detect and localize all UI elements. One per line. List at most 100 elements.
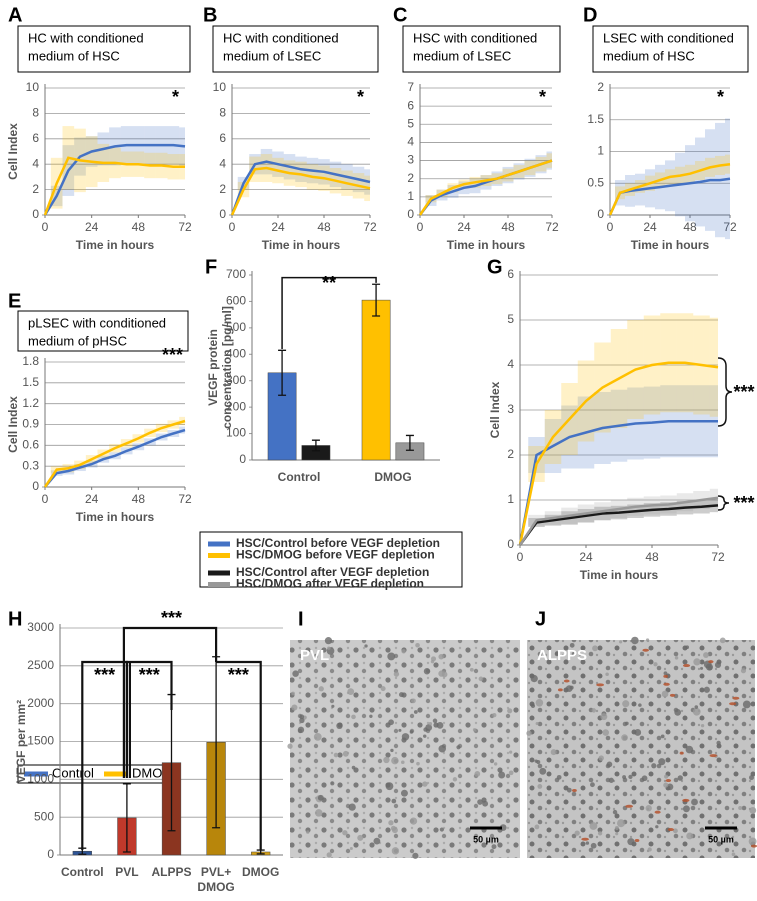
- y-tick-label: 0: [219, 207, 226, 221]
- series-line: [518, 496, 719, 546]
- cell: [569, 642, 575, 648]
- cell: [357, 834, 364, 841]
- cell: [605, 672, 609, 677]
- cell: [391, 798, 397, 804]
- cell: [749, 806, 757, 814]
- cell: [628, 774, 633, 779]
- scale-label: 50 µm: [473, 834, 499, 844]
- x-tick-label: DMOG: [374, 470, 411, 484]
- cell: [740, 668, 747, 674]
- annotation: ***: [139, 665, 160, 685]
- x-tick-label: Control: [61, 865, 104, 879]
- chart-title: LSEC with conditioned: [603, 30, 734, 45]
- cell: [299, 717, 305, 724]
- x-tick-label: 48: [645, 550, 659, 564]
- y-tick-label: 4: [32, 156, 39, 170]
- chart-title: medium of LSEC: [223, 48, 321, 63]
- cell: [653, 662, 658, 667]
- scale-label: 50 µm: [708, 834, 734, 844]
- chart-title: medium of pHSC: [28, 333, 127, 348]
- cell: [631, 636, 639, 645]
- x-tick-label: 0: [607, 220, 614, 234]
- y-tick-label: 0.6: [22, 438, 39, 452]
- cell: [430, 659, 435, 664]
- y-tick-label: 0: [32, 207, 39, 221]
- cell: [622, 700, 630, 708]
- cell: [539, 767, 547, 775]
- cell: [614, 826, 619, 831]
- y-tick-label: 6: [507, 267, 514, 281]
- cell: [438, 670, 445, 677]
- series-line: [230, 166, 371, 216]
- annotation: ***: [162, 345, 183, 365]
- cell: [617, 819, 625, 828]
- cell: [598, 755, 604, 761]
- chart-title: medium of HSC: [28, 48, 120, 63]
- cell: [534, 824, 540, 830]
- panel-letter: E: [8, 290, 21, 312]
- cell: [526, 730, 532, 736]
- stained-cell: [654, 810, 661, 814]
- series-line: [518, 504, 719, 546]
- cell: [625, 721, 629, 726]
- error-bar: [256, 849, 265, 855]
- cell: [507, 708, 513, 714]
- cell: [714, 661, 722, 669]
- y-tick-label: 0.3: [22, 458, 39, 472]
- x-axis-label: Time in hours: [262, 238, 341, 252]
- annotation: *: [539, 87, 546, 107]
- cell: [700, 723, 705, 728]
- panel-letter: D: [583, 4, 597, 26]
- cell: [638, 703, 642, 707]
- cell: [438, 653, 444, 660]
- cell: [456, 745, 461, 750]
- y-tick-label: 5: [507, 312, 514, 326]
- chart-title: HC with conditioned: [223, 30, 339, 45]
- cell: [390, 825, 397, 831]
- cell: [336, 722, 343, 730]
- cell: [387, 652, 396, 661]
- cell: [612, 809, 618, 815]
- annotation: ***: [733, 493, 754, 513]
- cell: [351, 714, 356, 720]
- cell: [333, 752, 339, 758]
- cell: [591, 708, 597, 713]
- cell: [590, 842, 597, 849]
- legend-box: [199, 531, 463, 588]
- y-tick-label: 100: [226, 426, 246, 440]
- cell: [748, 837, 757, 846]
- panel-letter: J: [535, 608, 546, 630]
- y-tick-label: 2: [32, 182, 39, 196]
- series-line: [518, 361, 719, 546]
- cell: [351, 765, 356, 770]
- x-axis-label: Time in hours: [76, 238, 155, 252]
- x-tick-label: PVL: [115, 865, 138, 879]
- y-tick-label: 1500: [27, 734, 54, 748]
- cell: [380, 686, 386, 692]
- cell: [700, 666, 704, 670]
- y-tick-label: 7: [407, 80, 414, 94]
- cell: [291, 704, 298, 711]
- y-axis-label: Cell Index: [6, 123, 20, 180]
- cell: [327, 646, 331, 650]
- title-box: [212, 25, 379, 73]
- cell: [491, 844, 497, 850]
- cell: [677, 775, 683, 781]
- y-tick-label: 0: [507, 537, 514, 551]
- stained-cell: [732, 696, 740, 700]
- cell: [315, 809, 323, 817]
- cell: [590, 782, 595, 788]
- cell: [415, 642, 420, 648]
- cell: [400, 789, 408, 797]
- x-tick-label: 72: [723, 220, 737, 234]
- cell: [428, 722, 433, 726]
- cell: [534, 759, 538, 763]
- bracket: [281, 276, 377, 349]
- cell: [508, 770, 514, 776]
- cell: [492, 712, 497, 718]
- annotation: *: [357, 87, 364, 107]
- cell: [749, 775, 755, 781]
- cell: [347, 688, 355, 695]
- cell: [388, 719, 394, 726]
- cell: [422, 781, 428, 787]
